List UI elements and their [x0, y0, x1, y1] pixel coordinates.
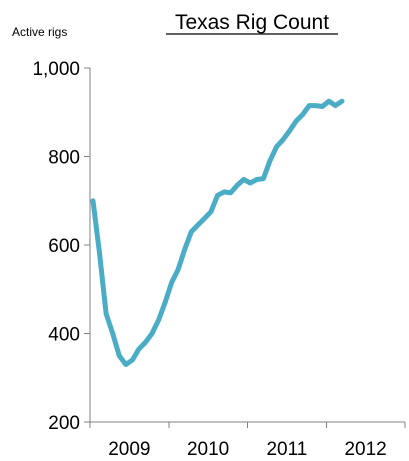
y-tick-label: 400 [48, 325, 80, 346]
y-axis-label: Active rigs [12, 25, 67, 39]
x-tick-label: 2012 [344, 439, 386, 460]
y-tick-label: 1,000 [32, 59, 80, 80]
y-tick-label: 600 [48, 236, 80, 257]
y-tick-label: 800 [48, 148, 80, 169]
x-axis-ticks: 2009 2010 2011 2012 [89, 422, 406, 460]
y-tick-label: 200 [48, 413, 80, 434]
rig-count-line [90, 98, 345, 367]
x-tick-label: 2010 [187, 439, 229, 460]
y-axis-ticks: 200 400 600 800 1,000 [32, 59, 90, 434]
chart-title: Texas Rig Count [175, 11, 329, 34]
x-tick-label: 2009 [108, 439, 150, 460]
x-tick-label: 2011 [266, 439, 307, 460]
